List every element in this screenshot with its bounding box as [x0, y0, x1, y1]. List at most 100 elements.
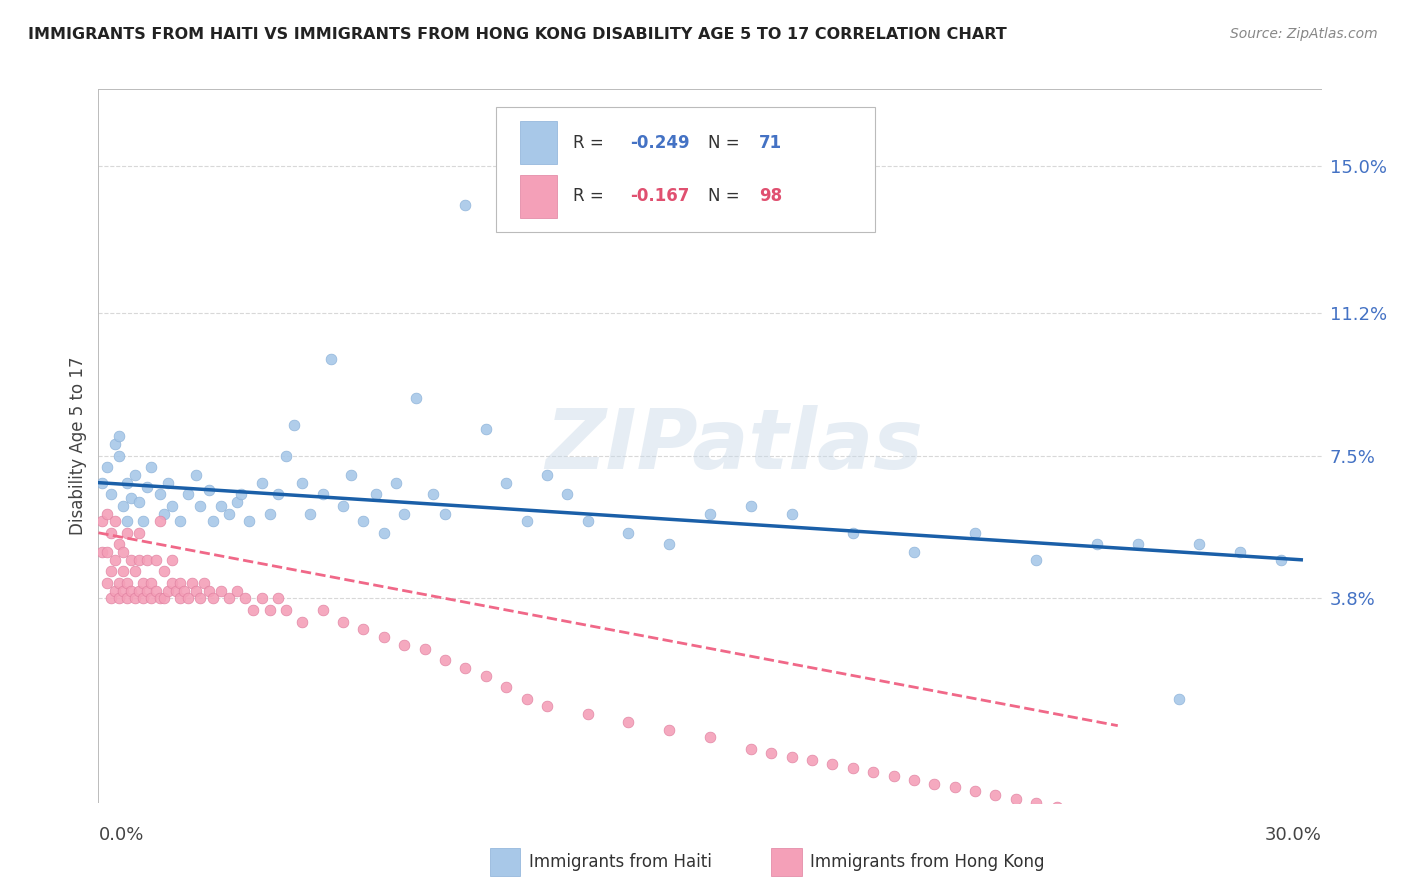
Point	[152, 591, 174, 606]
Point	[108, 449, 131, 463]
Text: IMMIGRANTS FROM HAITI VS IMMIGRANTS FROM HONG KONG DISABILITY AGE 5 TO 17 CORREL: IMMIGRANTS FROM HAITI VS IMMIGRANTS FROM…	[28, 27, 1007, 42]
Point	[108, 576, 131, 591]
Point	[434, 653, 457, 667]
Point	[186, 467, 208, 482]
Y-axis label: Disability Age 5 to 17: Disability Age 5 to 17	[69, 357, 87, 535]
Point	[576, 514, 599, 528]
Point	[1188, 537, 1211, 551]
Point	[201, 514, 224, 528]
Point	[186, 583, 208, 598]
Point	[658, 723, 681, 737]
Point	[780, 507, 803, 521]
Point	[352, 622, 374, 636]
Point	[274, 603, 297, 617]
Point	[474, 668, 498, 682]
FancyBboxPatch shape	[489, 847, 520, 876]
Point	[160, 553, 183, 567]
Point	[903, 545, 925, 559]
Point	[617, 525, 640, 540]
Point	[177, 487, 200, 501]
Point	[91, 475, 114, 490]
Point	[96, 460, 118, 475]
Point	[233, 591, 256, 606]
Text: 71: 71	[759, 134, 782, 152]
Point	[319, 352, 342, 367]
Point	[160, 499, 183, 513]
Point	[1107, 811, 1129, 825]
Point	[226, 495, 249, 509]
Point	[862, 764, 884, 779]
Point	[1085, 537, 1108, 551]
Point	[115, 514, 138, 528]
Point	[128, 525, 150, 540]
Point	[965, 525, 987, 540]
Point	[136, 553, 159, 567]
Point	[332, 615, 354, 629]
Point	[984, 788, 1007, 802]
Point	[188, 591, 212, 606]
FancyBboxPatch shape	[520, 175, 557, 218]
Point	[169, 576, 191, 591]
Point	[740, 741, 762, 756]
Point	[181, 576, 204, 591]
Point	[96, 507, 118, 521]
Text: R =: R =	[574, 187, 609, 205]
Text: N =: N =	[707, 187, 744, 205]
Point	[250, 591, 273, 606]
Point	[173, 583, 195, 598]
Point	[91, 545, 114, 559]
Text: N =: N =	[707, 134, 744, 152]
Point	[413, 641, 436, 656]
Point	[188, 499, 212, 513]
FancyBboxPatch shape	[496, 107, 875, 232]
Point	[238, 514, 260, 528]
Point	[250, 475, 273, 490]
Point	[557, 487, 579, 501]
Point	[201, 591, 224, 606]
Point	[108, 429, 131, 443]
Point	[658, 537, 681, 551]
Point	[392, 638, 416, 652]
Point	[283, 417, 305, 432]
Point	[495, 475, 517, 490]
Point	[1025, 796, 1047, 810]
Point	[516, 691, 538, 706]
Point	[100, 525, 122, 540]
Point	[218, 591, 240, 606]
Point	[120, 491, 142, 505]
Point	[96, 576, 118, 591]
Point	[145, 583, 167, 598]
Text: Immigrants from Haiti: Immigrants from Haiti	[529, 853, 711, 871]
Point	[193, 576, 215, 591]
Point	[405, 391, 427, 405]
Point	[883, 769, 905, 783]
Point	[373, 525, 395, 540]
Point	[259, 507, 281, 521]
Point	[108, 537, 131, 551]
Text: 98: 98	[759, 187, 782, 205]
Point	[108, 591, 131, 606]
Point	[1270, 553, 1292, 567]
Point	[434, 507, 457, 521]
Point	[841, 525, 863, 540]
Point	[299, 507, 322, 521]
Point	[259, 603, 281, 617]
Point	[699, 507, 721, 521]
Point	[145, 553, 167, 567]
Point	[922, 776, 945, 790]
Point	[209, 583, 232, 598]
Point	[128, 583, 150, 598]
Point	[132, 514, 155, 528]
Point	[943, 780, 966, 795]
Point	[454, 661, 477, 675]
Point	[136, 583, 159, 598]
Point	[474, 422, 498, 436]
Point	[111, 565, 134, 579]
Point	[141, 460, 163, 475]
Point	[124, 565, 146, 579]
Point	[197, 483, 219, 498]
Point	[536, 699, 558, 714]
Point	[124, 467, 146, 482]
Point	[801, 753, 824, 767]
Point	[104, 514, 127, 528]
